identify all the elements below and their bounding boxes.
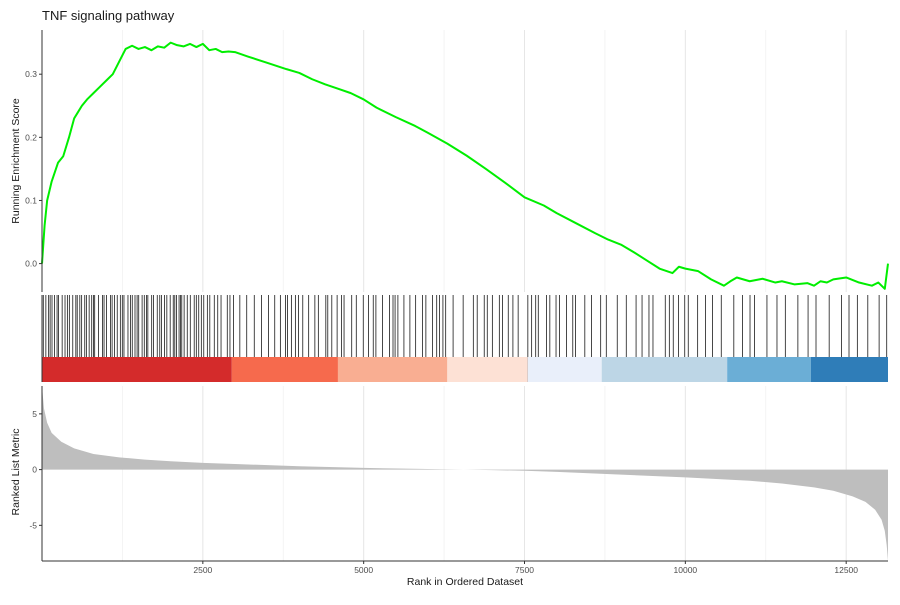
- x-axis-label: Rank in Ordered Dataset: [407, 576, 523, 588]
- y-tick-label-enrichment: 0.2: [25, 132, 37, 142]
- rank-band: [337, 357, 448, 382]
- rank-band: [810, 357, 888, 382]
- rank-color-bands: [42, 357, 888, 382]
- y-axis-label-ranked-metric: Ranked List Metric: [10, 429, 22, 516]
- y-axis-label-enrichment: Running Enrichment Score: [10, 98, 22, 224]
- enrichment-line: [41, 41, 889, 290]
- enrichment-gridlines: [122, 30, 847, 292]
- y-tick-label-metric: 0: [32, 465, 37, 475]
- rank-band: [447, 357, 528, 382]
- enrichment-score-series: [41, 41, 889, 290]
- y-tick-label-metric: -5: [29, 520, 37, 530]
- x-tick-label: 5000: [354, 565, 373, 575]
- x-tick-label: 12500: [834, 565, 858, 575]
- y-tick-label-metric: 5: [32, 409, 37, 419]
- y-tick-label-enrichment: 0.3: [25, 69, 37, 79]
- ranked-metric-area: [42, 386, 888, 561]
- rank-band: [42, 357, 232, 382]
- rank-band: [527, 357, 602, 382]
- chart-title: TNF signaling pathway: [42, 8, 175, 23]
- x-tick-label: 7500: [515, 565, 534, 575]
- y-tick-label-enrichment: 0.1: [25, 195, 37, 205]
- ranked-metric-fill: [42, 386, 888, 561]
- rank-band: [601, 357, 728, 382]
- y-tick-label-enrichment: 0.0: [25, 259, 37, 269]
- rank-band: [727, 357, 811, 382]
- rank-band: [231, 357, 338, 382]
- x-tick-label: 10000: [674, 565, 698, 575]
- axes: 0.0 0.1 0.2 0.3 5 0 -5 2500 5000 7500 10000 12500: [25, 30, 888, 575]
- x-tick-label: 2500: [193, 565, 212, 575]
